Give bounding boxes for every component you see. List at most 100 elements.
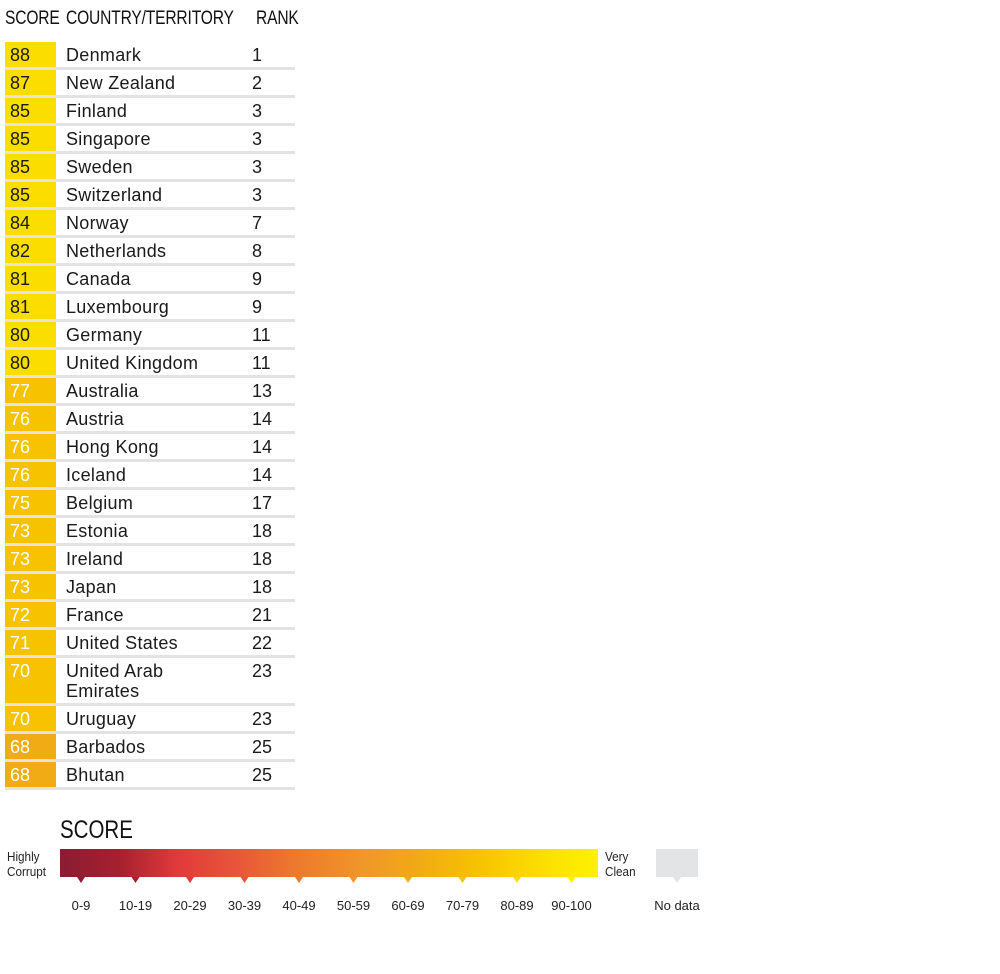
- score-cell: 87: [5, 70, 56, 95]
- legend-bin-marker: [131, 877, 140, 883]
- score-value: 85: [10, 185, 31, 205]
- table-row: 68 Barbados 25: [5, 734, 295, 762]
- score-cell: 85: [5, 126, 56, 151]
- score-value: 73: [10, 549, 31, 569]
- table-row: 85 Switzerland 3: [5, 182, 295, 210]
- country-name: Norway: [66, 213, 129, 233]
- score-cell: 68: [5, 762, 56, 787]
- country-name: Switzerland: [66, 185, 163, 205]
- table-row: 68 Bhutan 25: [5, 762, 295, 790]
- country-name: United States: [66, 633, 178, 653]
- legend-high-label: Very Clean: [605, 849, 636, 879]
- legend-gradient-bar: [60, 849, 598, 877]
- score-value: 76: [10, 409, 31, 429]
- table-row: 73 Estonia 18: [5, 518, 295, 546]
- score-cell: 85: [5, 98, 56, 123]
- legend-bin-label: 80-89: [500, 898, 534, 913]
- country-name: United Kingdom: [66, 353, 199, 373]
- country-name: France: [66, 605, 124, 625]
- legend-bin-marker: [567, 877, 576, 883]
- rank-value: 14: [252, 437, 273, 457]
- score-cell: 88: [5, 42, 56, 67]
- country-name: Estonia: [66, 521, 129, 541]
- table-row: 70 Uruguay 23: [5, 706, 295, 734]
- legend-low-label-line2: Corrupt: [7, 864, 47, 879]
- rank-value: 2: [252, 73, 263, 93]
- country-name: Austria: [66, 409, 125, 429]
- score-value: 77: [10, 381, 31, 401]
- rank-value: 11: [252, 353, 271, 373]
- table-row: 80 United Kingdom 11: [5, 350, 295, 378]
- table-row: 76 Austria 14: [5, 406, 295, 434]
- rank-value: 21: [252, 605, 273, 625]
- score-cell: 73: [5, 518, 56, 543]
- score-value: 73: [10, 577, 31, 597]
- score-value: 80: [10, 353, 31, 373]
- score-value: 68: [10, 765, 31, 785]
- country-name: Singapore: [66, 129, 151, 149]
- score-value: 81: [10, 269, 31, 289]
- score-value: 85: [10, 101, 31, 121]
- country-name: Uruguay: [66, 709, 137, 729]
- score-cell: 85: [5, 154, 56, 179]
- rank-value: 9: [252, 297, 263, 317]
- rank-value: 18: [252, 577, 273, 597]
- legend-bin-label: 60-69: [391, 898, 425, 913]
- legend-high-label-line1: Very: [605, 849, 629, 864]
- score-value: 70: [10, 661, 31, 681]
- table-row: 76 Iceland 14: [5, 462, 295, 490]
- rank-value: 14: [252, 465, 273, 485]
- rank-value: 22: [252, 633, 273, 653]
- legend-bin-label: 90-100: [551, 898, 592, 913]
- legend-bin-label: 20-29: [173, 898, 207, 913]
- country-name: Germany: [66, 325, 143, 345]
- legend-bin-marker: [458, 877, 467, 883]
- legend-bin-label: 30-39: [227, 898, 262, 913]
- rank-value: 11: [252, 325, 271, 345]
- table-row: 75 Belgium 17: [5, 490, 295, 518]
- score-cell: 81: [5, 294, 56, 319]
- score-cell: 81: [5, 266, 56, 291]
- score-cell: 68: [5, 734, 56, 759]
- legend-bin-label: 40-49: [282, 898, 316, 913]
- rank-value: 25: [252, 737, 273, 757]
- score-value: 72: [10, 605, 31, 625]
- legend-bin-marker: [240, 877, 249, 883]
- country-name: New Zealand: [66, 73, 176, 93]
- score-value: 84: [10, 213, 31, 233]
- score-cell: 76: [5, 406, 56, 431]
- score-cell: 76: [5, 434, 56, 459]
- legend-bin-marker: [295, 877, 303, 883]
- legend-bin-label: 70-79: [445, 898, 480, 913]
- legend-bin-label: 0-9: [71, 898, 91, 913]
- header-rank: RANK: [256, 8, 299, 29]
- header-score: SCORE: [5, 8, 60, 29]
- country-name: Iceland: [66, 465, 127, 485]
- rank-value: 9: [252, 269, 263, 289]
- score-cell: 73: [5, 546, 56, 571]
- legend-no-data-swatch: [656, 849, 698, 877]
- country-name: Belgium: [66, 493, 134, 513]
- score-value: 85: [10, 129, 31, 149]
- score-value: 82: [10, 241, 31, 261]
- rank-value: 25: [252, 765, 273, 785]
- score-value: 88: [10, 45, 31, 65]
- score-cell: 71: [5, 630, 56, 655]
- rank-value: 3: [252, 101, 263, 121]
- rank-value: 13: [252, 381, 273, 401]
- legend-bin-marker: [404, 877, 412, 883]
- legend-title: SCORE: [60, 816, 133, 844]
- score-cell: 80: [5, 350, 56, 375]
- table-row: 85 Singapore 3: [5, 126, 295, 154]
- country-name: Luxembourg: [66, 297, 170, 317]
- legend-bin-label: 10-19: [118, 898, 153, 913]
- country-name: Ireland: [66, 549, 124, 569]
- legend-bin-marker: [186, 877, 194, 883]
- table-row: 70 United Arab Emirates 23: [5, 658, 295, 706]
- country-name: United Arab Emirates: [66, 661, 164, 701]
- country-name: Japan: [66, 577, 117, 597]
- rank-value: 18: [252, 549, 273, 569]
- rank-value: 23: [252, 709, 273, 729]
- rank-value: 23: [252, 661, 273, 681]
- score-cell: 70: [5, 706, 56, 731]
